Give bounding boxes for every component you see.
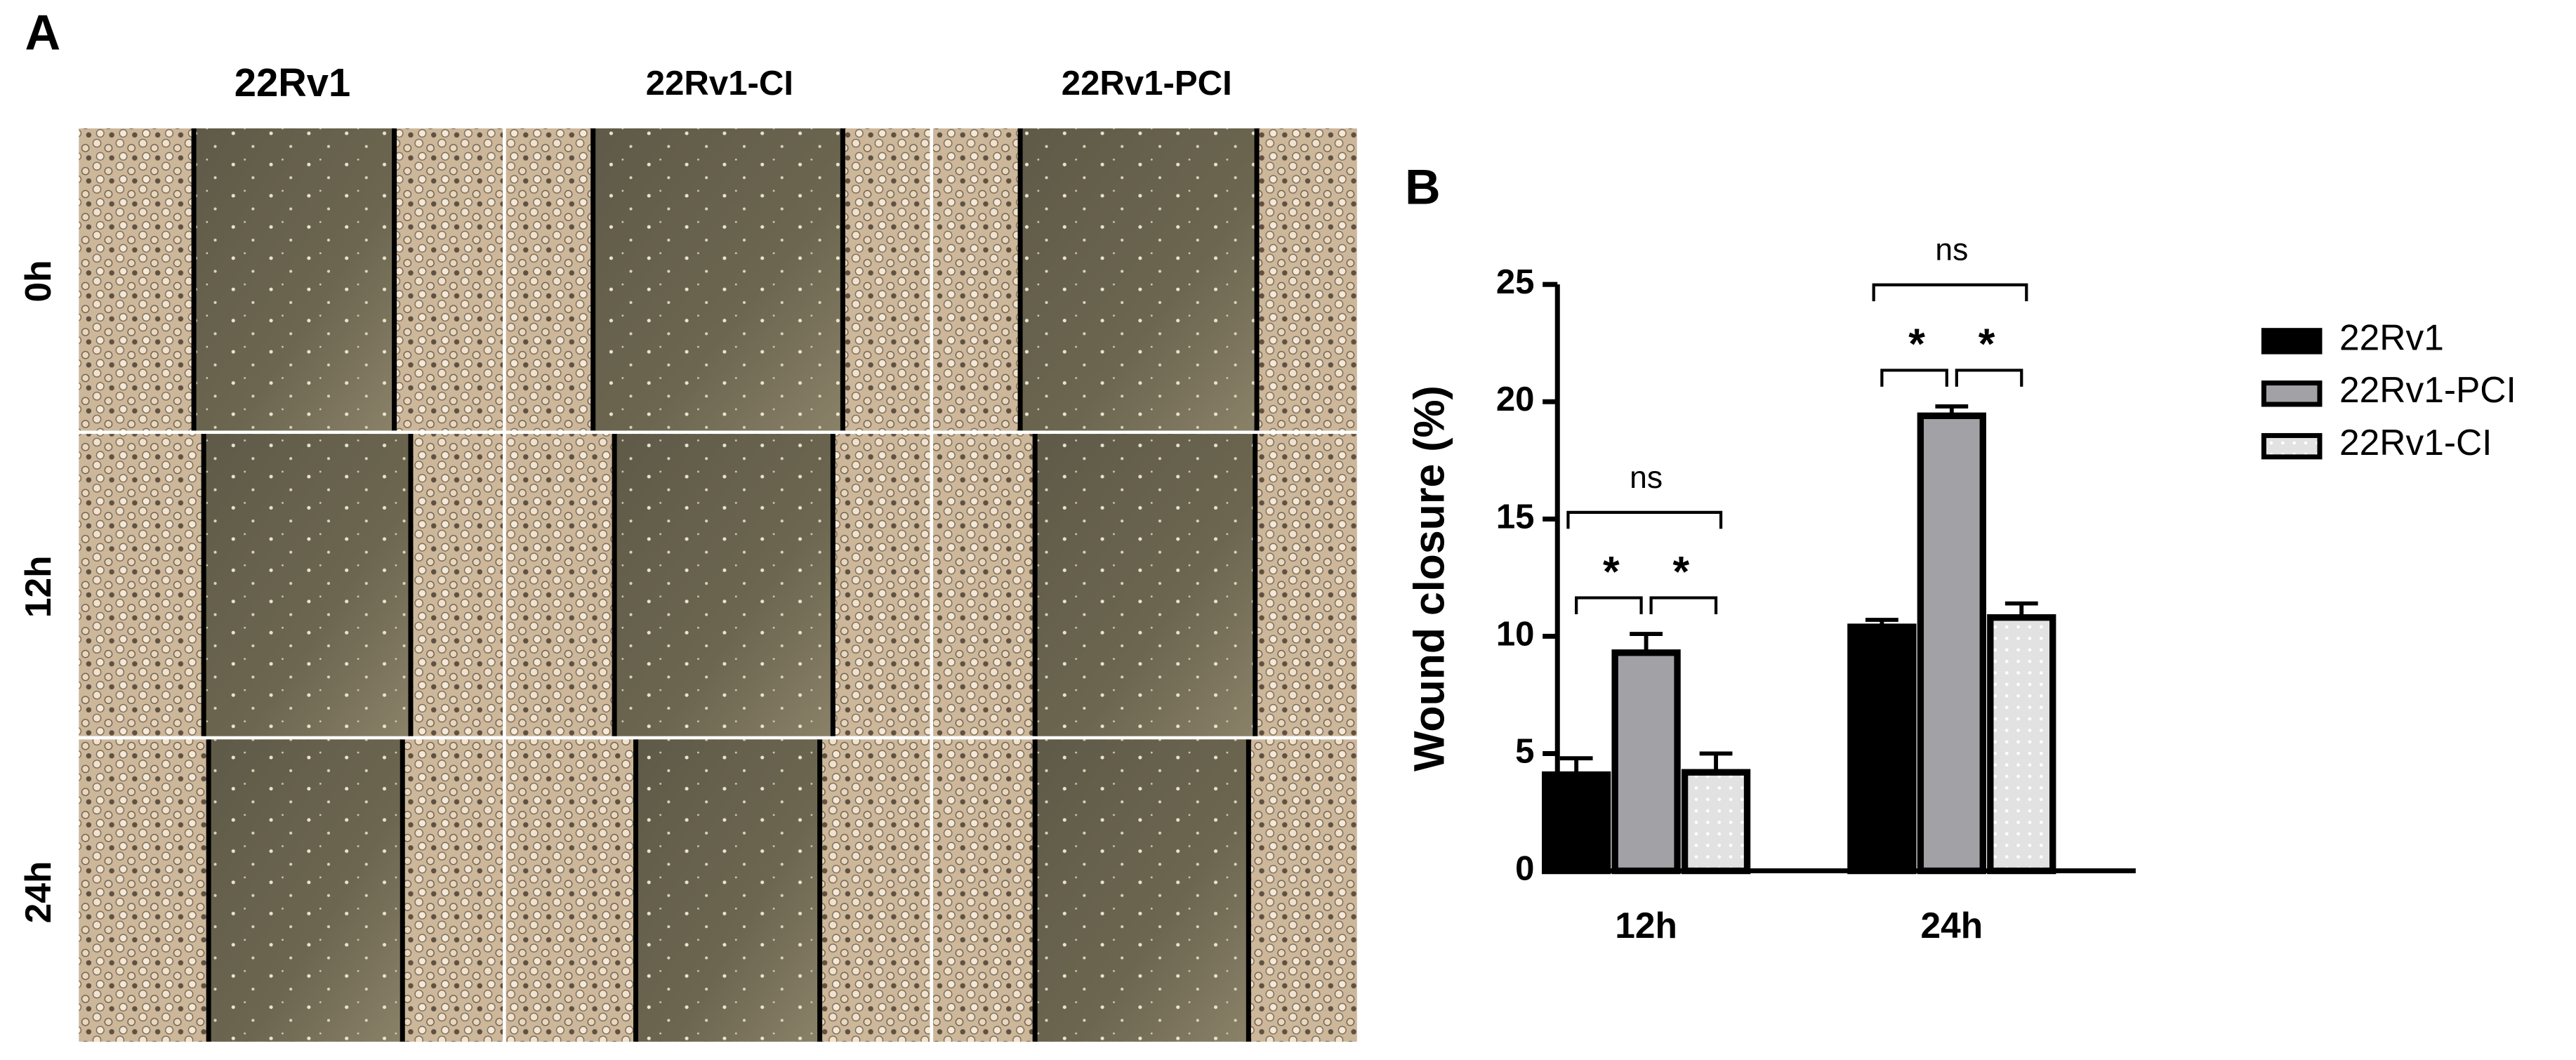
column-title: 22Rv1: [235, 60, 350, 105]
bracket: [1872, 283, 2028, 302]
bracket: [1575, 596, 1643, 614]
bracket: [1955, 369, 2023, 387]
significance-label: *: [1908, 320, 1925, 368]
bracket: [1649, 596, 1718, 614]
wound-specks: [209, 739, 403, 1042]
wound-specks: [204, 434, 411, 736]
significance-label: *: [1979, 320, 1995, 368]
bracket: [1566, 510, 1723, 529]
wound-specks: [1035, 434, 1255, 736]
y-tick-label: 15: [1496, 498, 1535, 536]
significance-label: *: [1603, 548, 1620, 595]
image-grid: 22Rv1 22Rv1-CI 22Rv1-PCI 0h 12h 24h: [18, 60, 1357, 1042]
legend-label: 22Rv1-CI: [2339, 422, 2492, 463]
x-tick-label: 12h: [1615, 905, 1677, 946]
y-axis-title: Wound closure (%): [1405, 385, 1453, 771]
bar: [1917, 412, 1986, 875]
wound-specks: [1020, 128, 1257, 431]
x-tick-label: 24h: [1920, 905, 1983, 946]
bar-chart: B 0 5 10 15 20 25 Wound closure (%) 12h * * ns 24h * *…: [1405, 159, 2516, 946]
significance-label: *: [1672, 548, 1689, 595]
wound-specks: [635, 739, 820, 1042]
legend-swatch: [2261, 380, 2323, 407]
wound-specks: [593, 128, 843, 431]
column-title: 22Rv1-CI: [646, 65, 793, 102]
y-tick-label: 10: [1496, 615, 1535, 653]
significance-label: ns: [1935, 233, 1968, 267]
bar: [1987, 614, 2056, 875]
bar: [1681, 769, 1751, 875]
y-tick-label: 5: [1515, 732, 1534, 770]
significance-label: ns: [1630, 461, 1663, 495]
legend-swatch: [2261, 432, 2323, 460]
bar: [1542, 771, 1611, 875]
row-label: 12h: [18, 555, 58, 618]
bracket: [1880, 369, 1948, 387]
legend-label: 22Rv1: [2339, 317, 2444, 357]
panel-label: A: [25, 4, 60, 60]
wound-specks: [1035, 739, 1249, 1042]
legend-label: 22Rv1-PCI: [2339, 369, 2516, 410]
y-tick-label: 0: [1515, 850, 1534, 888]
bar: [1611, 649, 1681, 875]
panel-label: B: [1405, 159, 1441, 214]
legend-swatch: [2261, 328, 2323, 355]
y-tick-label: 20: [1496, 380, 1535, 418]
bar: [1847, 623, 1917, 875]
row-label: 0h: [18, 260, 58, 302]
wound-specks: [194, 128, 395, 431]
row-label: 24h: [18, 861, 58, 924]
y-tick-label: 25: [1496, 263, 1535, 301]
wound-specks: [614, 434, 833, 736]
column-title: 22Rv1-PCI: [1062, 65, 1232, 102]
